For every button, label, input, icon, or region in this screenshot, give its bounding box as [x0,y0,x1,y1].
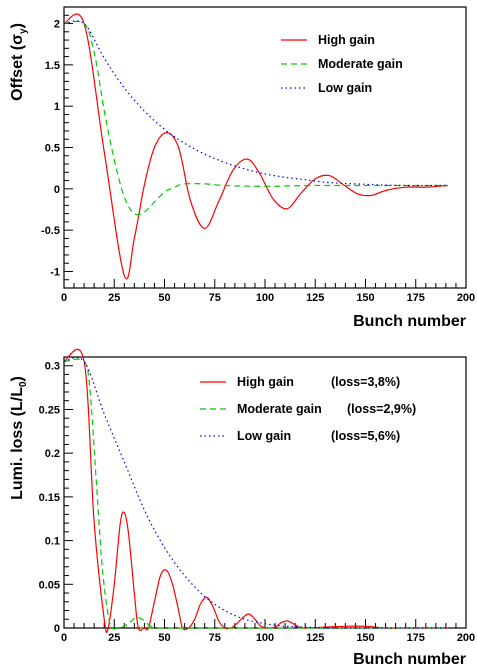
axis-ticks: 0 25 50 75 100 125 150 175 200 0 0.05 0.1 0.15 0.2 0.2… [39,357,476,644]
y-tick-label: 0.05 [39,579,60,591]
x-axis-title: Bunch number [353,313,466,330]
legend-label-low: Low gain [318,81,372,95]
x-tick-label: 175 [407,632,425,644]
y-tick-label: 1 [54,101,60,113]
x-tick-label: 25 [108,292,120,304]
series-line-moderate-gain [64,359,448,629]
y-tick-label: 0 [54,184,60,196]
legend-label-high: High gain [318,33,375,47]
legend: High gain Moderate gain Low gain [281,33,403,95]
x-tick-label: 0 [61,632,67,644]
x-tick-label: 25 [108,632,120,644]
y-tick-label: 2 [54,19,60,31]
x-tick-label: 75 [209,292,221,304]
series-layer [64,14,448,279]
legend-label-high: High gain [237,375,294,389]
x-tick-label: 175 [407,292,425,304]
legend-loss-low: (loss=5,6%) [331,429,400,443]
y-tick-label: 0 [54,623,60,635]
y-axis-title: Offset (σy) [9,23,29,101]
plot-frame [64,7,466,288]
y-tick-label: -0.5 [41,225,60,237]
x-tick-label: 150 [356,632,374,644]
y-axis-title-tail: ) [9,23,26,28]
series-line-low-gain [64,357,448,628]
legend: High gain (loss=3,8%) Moderate gain (los… [200,375,416,443]
x-tick-label: 200 [457,292,475,304]
y-tick-label: -1 [50,266,60,278]
series-line-low-gain [64,21,448,186]
x-tick-label: 150 [356,292,374,304]
y-axis-title: Lumi. loss (L/L0) [9,376,29,500]
x-tick-label: 50 [158,292,170,304]
y-tick-label: 0.2 [45,448,60,460]
series-line-high-gain [64,349,448,632]
y-tick-label: 0.5 [45,143,60,155]
x-axis-title: Bunch number [353,651,466,668]
series-line-high-gain [64,14,448,279]
lumi-loss-panel: 0 25 50 75 100 125 150 175 200 0 0.05 0.1 0.15 0.2 0.2… [9,349,475,668]
x-tick-label: 100 [256,292,274,304]
x-tick-label: 200 [457,632,475,644]
legend-label-moderate: Moderate gain [318,57,403,71]
plot-frame [64,357,466,628]
y-tick-label: 0.25 [39,404,60,416]
y-tick-label: 1.5 [45,60,60,72]
legend-label-low: Low gain [237,429,291,443]
y-axis-title-tail: ) [9,376,26,381]
x-tick-label: 125 [306,292,324,304]
y-tick-label: 0.3 [45,361,60,373]
series-layer [64,349,448,632]
y-tick-label: 0.1 [45,536,60,548]
x-tick-label: 50 [158,632,170,644]
legend-loss-moderate: (loss=2,9%) [347,402,416,416]
legend-label-moderate: Moderate gain [237,402,322,416]
legend-loss-high: (loss=3,8%) [331,375,400,389]
offset-panel: 0 25 50 75 100 125 150 175 200 -1 -0.5 0 0.5 1 1.5 2 Bu… [9,7,475,330]
axis-ticks: 0 25 50 75 100 125 150 175 200 -1 -0.5 0 0.5 1 1.5 2 [41,7,475,304]
x-tick-label: 100 [256,632,274,644]
x-tick-label: 75 [209,632,221,644]
y-axis-title-main: Offset (σ [9,34,26,101]
y-tick-label: 0.15 [39,492,60,504]
y-axis-title-main: Lumi. loss (L/L [9,387,26,500]
x-tick-label: 0 [61,292,67,304]
x-tick-label: 125 [306,632,324,644]
